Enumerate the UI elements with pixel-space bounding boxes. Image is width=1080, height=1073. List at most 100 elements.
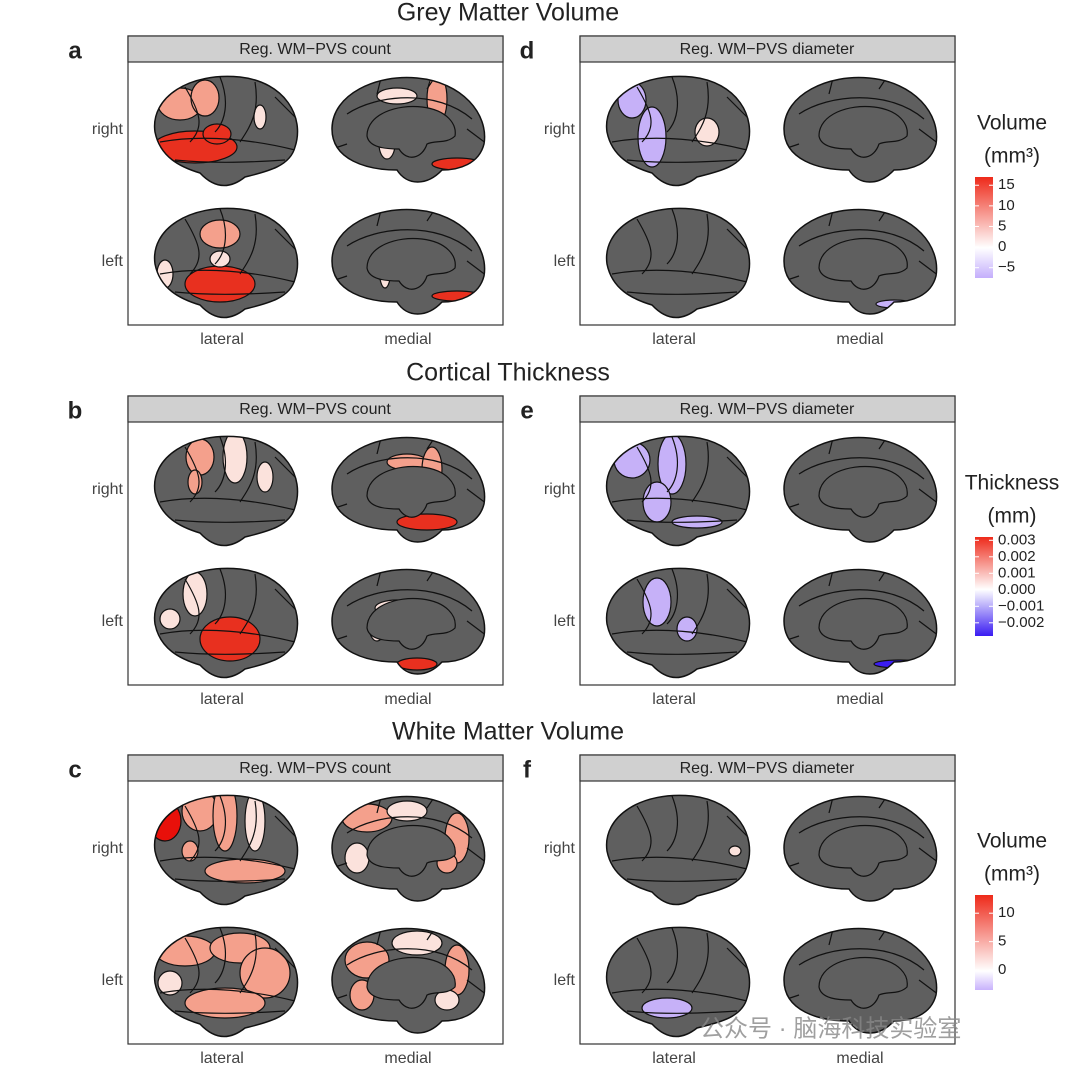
sulcus — [666, 208, 679, 265]
sulcus — [691, 213, 709, 275]
row-label: left — [102, 972, 124, 989]
regions — [611, 795, 748, 882]
col-label: lateral — [200, 691, 244, 708]
region — [222, 436, 248, 484]
sulcus — [691, 441, 709, 503]
brain-outline — [153, 75, 299, 187]
sulcus — [239, 441, 257, 503]
sulcus — [878, 569, 890, 582]
brain-outline — [153, 926, 299, 1038]
row-label: right — [544, 481, 576, 498]
strip-label: Reg. WM−PVS count — [239, 401, 391, 418]
colorbar — [975, 537, 993, 636]
strip — [127, 35, 504, 63]
sulcus — [626, 651, 738, 655]
region — [209, 250, 231, 268]
row-label: left — [102, 253, 124, 270]
sulcus — [239, 213, 257, 275]
sulcus — [159, 497, 296, 511]
sulcus — [691, 573, 709, 635]
sulcus — [611, 137, 748, 151]
colorbar — [975, 895, 993, 990]
panel-letter: e — [520, 397, 533, 424]
brain-outline — [153, 435, 299, 547]
brain-outline — [605, 435, 751, 547]
row-label: right — [92, 840, 124, 857]
sulcus — [611, 497, 748, 511]
brain-outline — [783, 208, 938, 315]
row-label: right — [92, 121, 124, 138]
brain — [783, 568, 938, 675]
sulcus — [611, 629, 748, 643]
sulcus — [174, 1010, 286, 1014]
sulcus — [426, 209, 438, 222]
legend-title: Thickness — [965, 472, 1060, 495]
sulcus — [214, 76, 227, 133]
region — [641, 997, 693, 1019]
sulcus — [159, 988, 296, 1002]
regions — [784, 928, 937, 1009]
brain-surface — [606, 795, 750, 905]
brain — [605, 926, 751, 1038]
brain-outline — [605, 75, 751, 187]
strip — [579, 754, 956, 782]
regions — [332, 569, 485, 671]
brain — [153, 435, 299, 547]
colorbar-tick-label: 0.000 — [998, 581, 1036, 598]
sulcus — [691, 800, 709, 862]
sulcus — [726, 588, 748, 610]
regions — [332, 928, 485, 1011]
brain-outline — [331, 208, 486, 315]
colorbar — [975, 177, 993, 278]
sulcus — [376, 77, 383, 95]
colorbar-tick-label: 0.001 — [998, 564, 1036, 581]
section-title: Grey Matter Volume — [397, 0, 619, 27]
sulcus — [828, 77, 835, 95]
sulcus — [376, 569, 383, 587]
region — [239, 947, 291, 999]
region — [256, 461, 274, 493]
region — [676, 616, 698, 642]
regions — [784, 77, 937, 158]
sulcus — [159, 137, 296, 151]
sulcus — [828, 437, 835, 455]
colorbar-tick-label: −5 — [998, 259, 1015, 276]
sulcus — [274, 228, 296, 250]
sulcus — [274, 96, 296, 118]
col-label: medial — [836, 691, 883, 708]
brain-outline — [331, 927, 486, 1034]
legend-title: Volume — [977, 112, 1047, 135]
legend-unit: (mm³) — [984, 863, 1040, 886]
brain-outline — [783, 927, 938, 1034]
regions — [156, 208, 296, 303]
sulcus — [878, 928, 890, 941]
panel-letter: a — [68, 37, 82, 64]
sulcus — [174, 519, 286, 523]
panel-letter: c — [68, 756, 81, 783]
brain — [783, 76, 938, 183]
region — [396, 513, 458, 531]
sulcus — [828, 928, 835, 946]
region — [190, 79, 220, 117]
medial-wall — [366, 465, 456, 518]
brain-outline — [783, 795, 938, 902]
region — [202, 123, 232, 145]
sulcus — [426, 437, 438, 450]
brain-outline — [605, 567, 751, 679]
medial-wall — [818, 237, 908, 290]
sulcus — [346, 229, 473, 252]
medial-wall — [366, 956, 456, 1009]
sulcus — [346, 816, 473, 839]
medial-wall — [366, 105, 456, 158]
col-label: lateral — [652, 1050, 696, 1067]
regions — [611, 208, 748, 295]
sulcus — [666, 568, 679, 625]
brain — [605, 567, 751, 679]
sulcus — [239, 800, 257, 862]
panel-letter: b — [68, 397, 83, 424]
sulcus — [274, 947, 296, 969]
strip — [579, 35, 956, 63]
section-title: Cortical Thickness — [406, 359, 610, 387]
sulcus — [174, 878, 286, 882]
